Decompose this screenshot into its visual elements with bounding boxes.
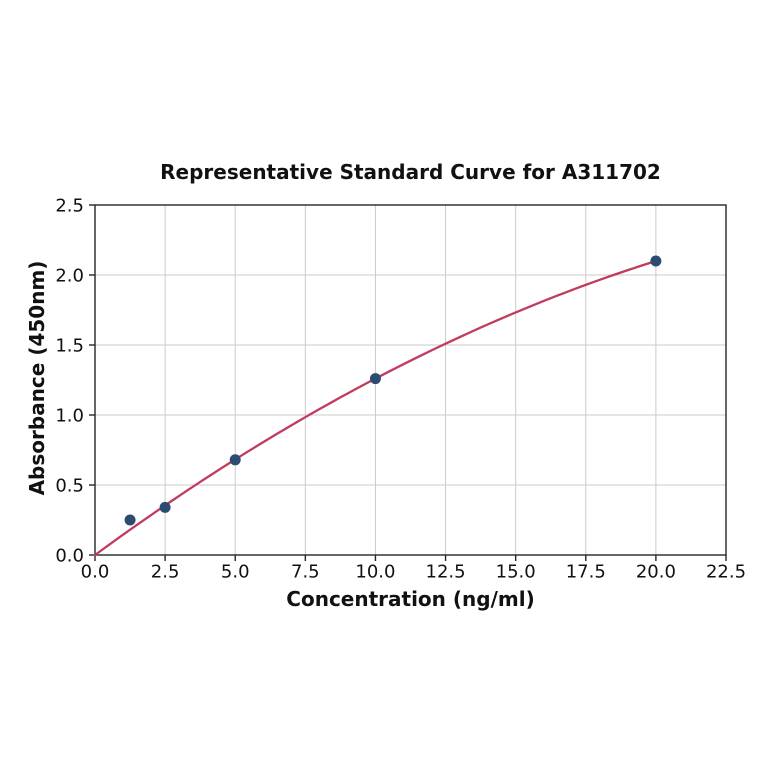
data-point	[229, 454, 241, 466]
data-point	[369, 373, 381, 385]
plot-border	[94, 204, 727, 556]
x-tick-label: 22.5	[706, 562, 746, 583]
y-tick-label: 2.0	[55, 266, 84, 287]
x-tick-label: 20.0	[636, 562, 676, 583]
y-tick-label: 0.5	[55, 476, 84, 497]
x-tick-label: 7.5	[291, 562, 320, 583]
x-tick-label: 2.5	[151, 562, 180, 583]
x-tick-label: 5.0	[221, 562, 250, 583]
y-tick-label: 1.5	[55, 336, 84, 357]
y-tick-label: 0.0	[55, 546, 84, 567]
x-tick-label: 10.0	[355, 562, 395, 583]
x-axis-label: Concentration (ng/ml)	[286, 587, 535, 611]
x-tick-label: 12.5	[426, 562, 466, 583]
y-tick-label: 2.5	[55, 196, 84, 217]
x-tick-label: 0.0	[81, 562, 110, 583]
chart-title: Representative Standard Curve for A31170…	[160, 160, 661, 184]
data-point	[650, 255, 662, 267]
data-point	[159, 501, 171, 513]
x-tick-label: 17.5	[566, 562, 606, 583]
data-point	[124, 514, 136, 526]
x-tick-label: 15.0	[496, 562, 536, 583]
y-tick-label: 1.0	[55, 406, 84, 427]
